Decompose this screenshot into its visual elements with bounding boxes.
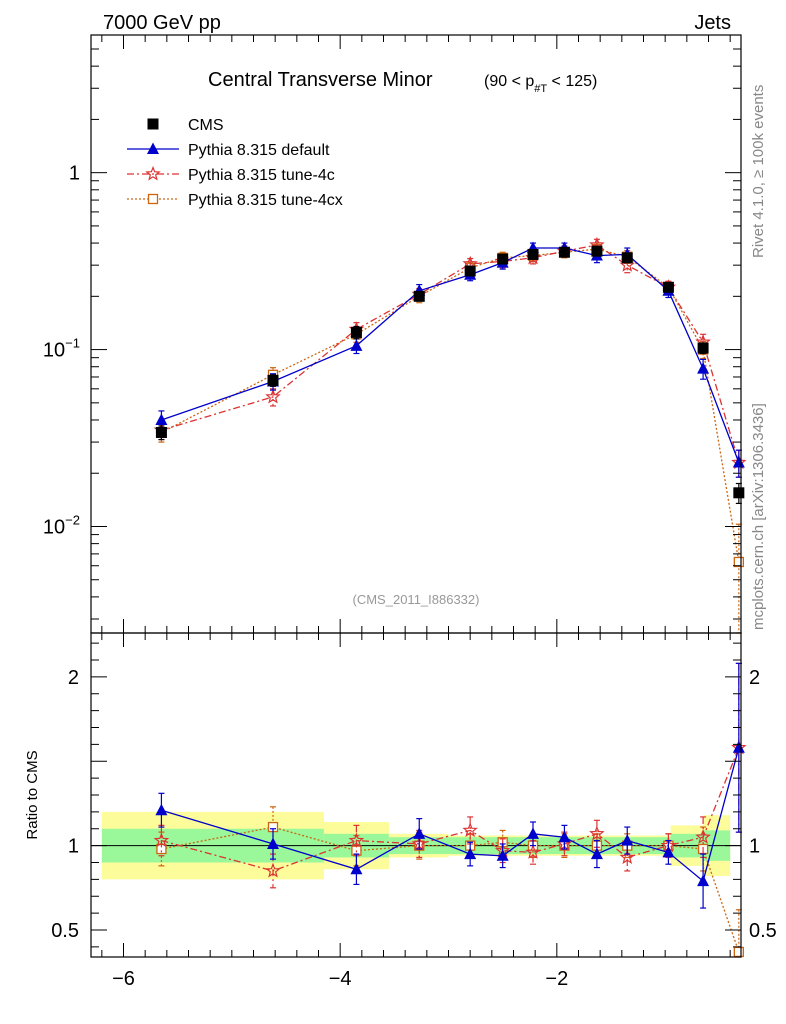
data-point [350,326,362,338]
plot-title-main: Central Transverse Minor [208,69,433,91]
data-point [413,827,426,839]
data-point [496,849,509,861]
legend-marker [147,142,159,154]
series-pythia-8-315-tune-4cx [156,242,744,634]
data-point [350,339,363,351]
ratio-tick-label-right: 1 [749,836,760,858]
cut-post: < 125) [547,73,597,90]
ratio-tick-label-right: 0.5 [749,920,777,942]
data-point [589,825,605,841]
ratio-tick-label-left: 0.5 [51,920,79,942]
data-point [413,290,425,302]
data-point [464,265,476,277]
data-point [527,827,539,839]
data-point [662,281,674,293]
data-point [153,832,170,848]
ratio-tick-label-left: 1 [68,836,79,858]
ratio-series [153,662,747,958]
ratio-tick-label-right: 2 [749,667,760,689]
data-point [733,556,744,568]
legend-marker [147,193,159,205]
data-point [662,845,675,858]
x-tick-label: −6 [112,968,135,990]
data-point [591,245,603,257]
series-pythia-8-315-default [155,662,745,909]
data-point [732,741,745,753]
data-point [695,829,711,844]
legend-label: Pythia 8.315 tune-4c [188,167,335,184]
series-pythia-8-315-default [155,241,745,478]
legend-label: CMS [188,117,224,134]
data-point [155,426,167,438]
header-left: 7000 GeV pp [103,12,221,34]
legend-label: Pythia 8.315 default [188,142,330,159]
series-pythia-8-315-tune-4c [153,236,747,478]
data-point [350,862,363,875]
data-point [733,487,745,499]
ratio-frame [90,632,742,958]
data-point [464,847,477,860]
data-point [619,849,635,865]
header-right: Jets [694,12,731,34]
rivet-label: Rivet 4.1.0, ≥ 100k events [750,85,767,258]
y-tick-exp: −1 [65,336,80,351]
data-point [732,455,745,468]
data-point [155,413,168,425]
legend-marker [145,165,161,181]
data-point [462,822,478,838]
x-tick-label: −2 [545,968,568,990]
data-point [621,834,634,846]
legend-marker [147,118,159,130]
cut-pre: (90 < p [484,73,534,90]
data-point [497,253,509,265]
data-point [267,837,279,849]
plot-title-cut: (90 < p#T < 125) [484,73,597,95]
data-point [267,374,279,386]
y-tick-exp: −2 [65,512,80,527]
data-point [558,246,570,258]
cut-sub: #T [534,83,547,95]
main-series [153,236,747,634]
data-point [527,248,539,260]
legend-item: Pythia 8.315 tune-4c [127,165,335,184]
x-tick-label: −4 [329,968,352,990]
legend-item: CMS [147,117,224,134]
legend: CMS Pythia 8.315 default Pythia 8.315 tune… [127,117,343,209]
legend-item: Pythia 8.315 tune-4cx [127,192,343,209]
analysis-tag: (CMS_2011_I886332) [353,592,480,607]
data-point [265,388,281,404]
data-point [621,252,633,264]
legend-label: Pythia 8.315 tune-4cx [188,192,343,209]
data-point [558,830,571,843]
plot-title: Central Transverse Minor (90 < p#T < 125… [208,69,597,95]
data-point [155,803,168,816]
y-tick-label: 10−1 [43,336,80,362]
ratio-ylabel: Ratio to CMS [24,750,41,839]
data-point [525,844,541,859]
y-tick-label: 10−2 [43,512,80,538]
series-line [161,247,740,463]
data-point [697,362,710,374]
data-point [733,946,744,958]
y-tick-base: 1 [69,163,80,185]
y-tick-base: 10 [43,340,65,362]
data-point [697,342,709,354]
data-point [590,847,603,860]
series-line [161,248,740,563]
data-point [265,862,281,878]
data-point [697,874,710,887]
y-tick-label: 1 [69,163,80,185]
series-line [161,244,740,463]
data-point [348,832,365,848]
ratio-tick-label-left: 2 [68,667,79,689]
series-cms [155,245,745,505]
mcplots-label: mcplots.cern.ch [arXiv:1306.3436] [750,403,767,630]
y-tick-base: 10 [43,516,65,538]
legend-item: Pythia 8.315 default [127,142,330,159]
